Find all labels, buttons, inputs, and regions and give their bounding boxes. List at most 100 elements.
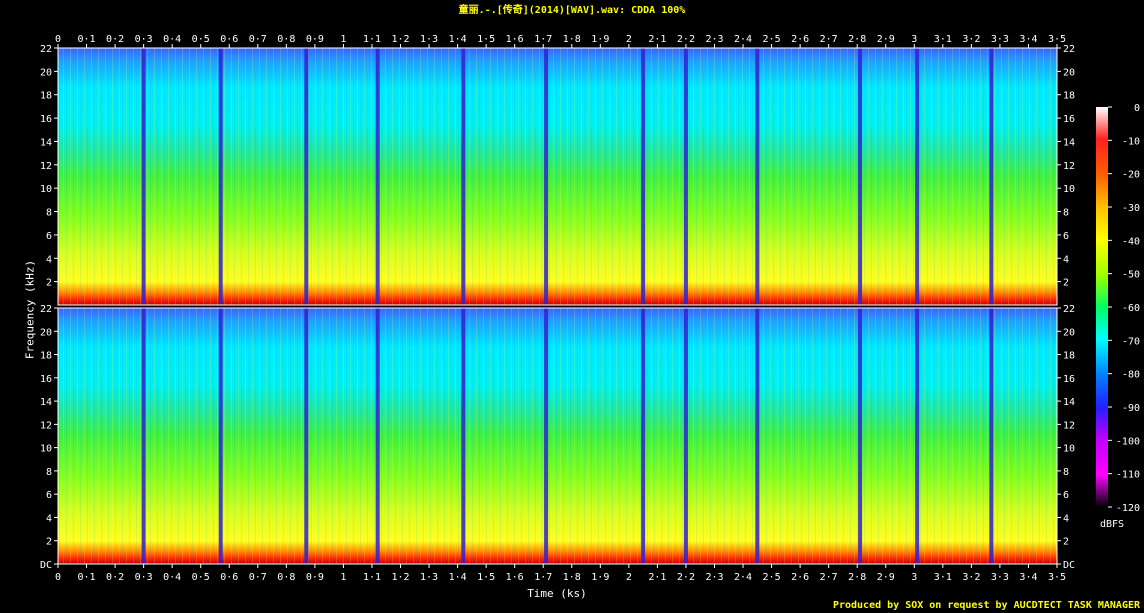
y-tick-label: 4	[1063, 513, 1069, 524]
x-tick-label: 2·5	[763, 34, 781, 45]
y-tick-label: 12	[1063, 161, 1075, 172]
colorbar-tick-label: -50	[1122, 270, 1140, 281]
x-tick-label: 1·5	[477, 572, 495, 583]
x-tick-label: 0·4	[163, 34, 181, 45]
colorbar-tick-label: -20	[1122, 170, 1140, 181]
x-tick-label: 0·3	[135, 572, 153, 583]
colorbar-unit-label: dBFS	[1100, 519, 1125, 530]
x-tick-label: 2	[626, 34, 632, 45]
x-tick-label: 2·4	[734, 34, 752, 45]
x-tick-label: 0·9	[306, 34, 324, 45]
x-tick-label: 1·7	[534, 34, 552, 45]
colorbar-tick-label: -100	[1116, 436, 1140, 447]
x-tick-label: 0·7	[249, 34, 267, 45]
x-tick-label: 2·9	[877, 572, 895, 583]
track-gap	[544, 308, 549, 564]
colorbar-tick-label: 0	[1134, 103, 1140, 114]
y-tick-label: 22	[40, 304, 52, 315]
chart-title: 童丽.-.[传奇](2014)[WAV].wav: CDDA 100%	[458, 5, 686, 16]
x-tick-label: 0·8	[277, 34, 295, 45]
colorbar-tick-label: -40	[1122, 236, 1140, 247]
x-tick-label: 2·6	[791, 572, 809, 583]
x-tick-label: 1·5	[477, 34, 495, 45]
y-tick-label: DC	[40, 560, 52, 571]
track-gap	[989, 308, 994, 564]
x-tick-label: 1·1	[363, 572, 381, 583]
colorbar-tick-label: -80	[1122, 370, 1140, 381]
y-tick-label: 22	[1063, 44, 1075, 55]
y-tick-label: 18	[40, 91, 52, 102]
colorbar-tick-label: -30	[1122, 203, 1140, 214]
x-tick-label: 0·1	[78, 34, 96, 45]
y-tick-label: 20	[1063, 67, 1075, 78]
track-gap	[641, 308, 646, 564]
colorbar-tick-label: -10	[1122, 136, 1140, 147]
y-tick-label: 2	[1063, 278, 1069, 289]
x-tick-label: 2·2	[677, 34, 695, 45]
y-tick-label: 22	[1063, 304, 1075, 315]
x-tick-label: 2·9	[877, 34, 895, 45]
x-tick-label: 3·4	[1019, 572, 1037, 583]
y-tick-label: 14	[40, 397, 52, 408]
channel-2-frame	[57, 307, 1058, 565]
x-tick-label: 0·6	[220, 572, 238, 583]
channel-2-texture	[58, 308, 1057, 564]
track-gap	[461, 48, 466, 305]
track-gap	[683, 308, 688, 564]
track-gap	[218, 308, 223, 564]
x-tick-label: 3·4	[1019, 34, 1037, 45]
y-tick-label: 10	[1063, 184, 1075, 195]
y-tick-label: 4	[46, 254, 52, 265]
colorbar-tick-label: -110	[1116, 470, 1140, 481]
y-tick-label: 8	[46, 208, 52, 219]
track-gap	[304, 308, 309, 564]
track-gap	[755, 308, 760, 564]
x-tick-label: 0·9	[306, 572, 324, 583]
x-tick-label: 3·1	[934, 34, 952, 45]
x-tick-label: 1·7	[534, 572, 552, 583]
x-tick-label: 1·6	[506, 572, 524, 583]
y-tick-label: 10	[40, 184, 52, 195]
y-tick-label: DC	[1063, 560, 1075, 571]
track-gap	[641, 48, 646, 305]
colorbar-tick-label: -60	[1122, 303, 1140, 314]
track-gap	[755, 48, 760, 305]
x-tick-label: 1·2	[391, 572, 409, 583]
track-gap	[375, 308, 380, 564]
x-tick-label: 0·5	[192, 572, 210, 583]
x-tick-label: 1·2	[391, 34, 409, 45]
x-tick-label: 2·3	[705, 34, 723, 45]
x-tick-label: 2·8	[848, 572, 866, 583]
x-tick-label: 2·8	[848, 34, 866, 45]
x-tick-label: 0	[55, 34, 61, 45]
y-tick-label: 12	[40, 161, 52, 172]
x-tick-label: 0	[55, 572, 61, 583]
y-tick-label: 16	[40, 374, 52, 385]
x-tick-label: 1·8	[563, 34, 581, 45]
track-gap	[858, 308, 863, 564]
y-tick-label: 10	[40, 444, 52, 455]
x-tick-label: 0·1	[78, 572, 96, 583]
y-tick-label: 14	[1063, 397, 1075, 408]
x-tick-label: 3	[911, 34, 917, 45]
x-tick-label: 3	[911, 572, 917, 583]
y-tick-label: 14	[1063, 137, 1075, 148]
track-gap	[461, 308, 466, 564]
colorbar-gradient	[1096, 107, 1108, 507]
channel-1-frame	[57, 47, 1058, 306]
track-gap	[544, 48, 549, 305]
track-gap	[683, 48, 688, 305]
y-tick-label: 20	[40, 327, 52, 338]
x-tick-label: 3·1	[934, 572, 952, 583]
x-tick-label: 1·4	[449, 34, 467, 45]
x-tick-label: 1·9	[591, 34, 609, 45]
x-tick-label: 2·4	[734, 572, 752, 583]
colorbar-tick-label: -70	[1122, 336, 1140, 347]
y-tick-label: 20	[1063, 327, 1075, 338]
y-tick-label: 18	[1063, 351, 1075, 362]
x-tick-label: 2·1	[648, 572, 666, 583]
y-tick-label: 8	[46, 467, 52, 478]
x-tick-label: 1·1	[363, 34, 381, 45]
x-axis-label: Time (ks)	[527, 587, 587, 600]
y-tick-label: 18	[1063, 91, 1075, 102]
